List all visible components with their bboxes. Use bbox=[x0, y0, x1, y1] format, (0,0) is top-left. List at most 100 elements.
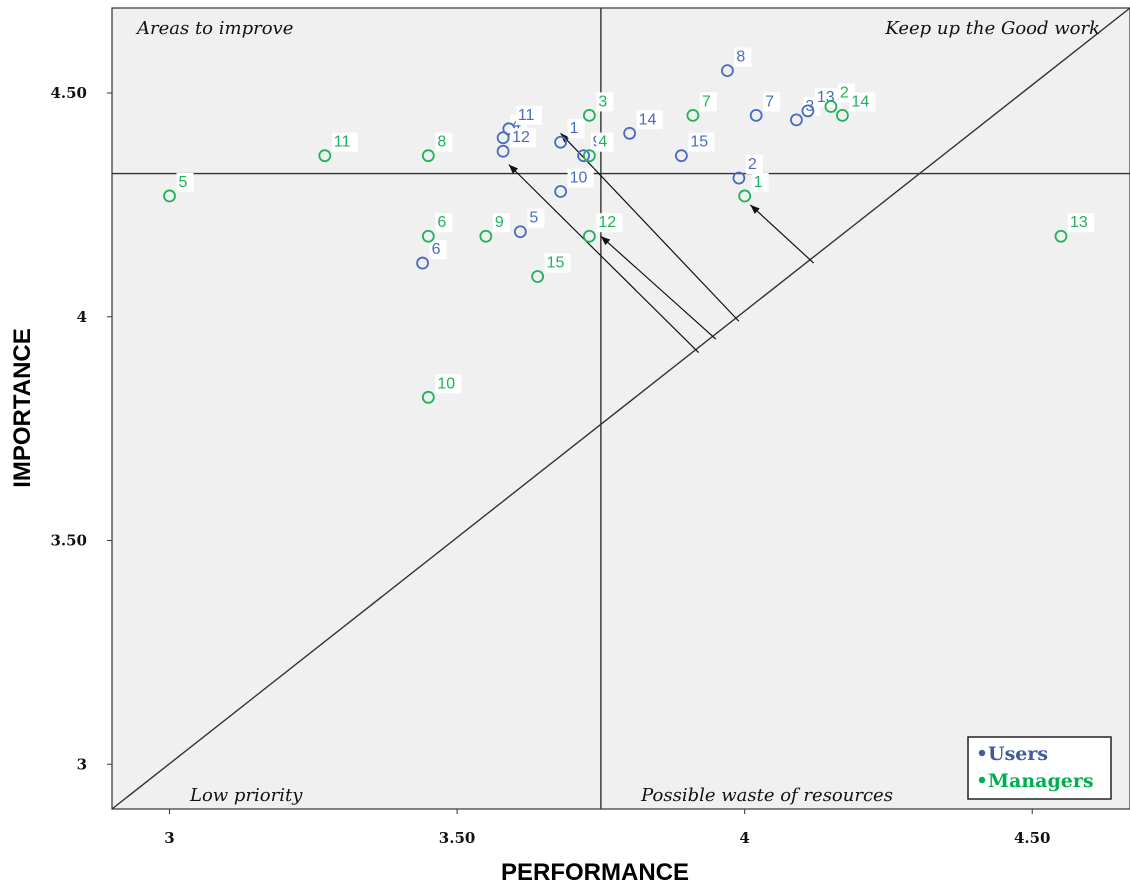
managers-label-bg-7 bbox=[699, 92, 717, 112]
users-point-2 bbox=[732, 171, 746, 185]
managers-point-2 bbox=[824, 100, 838, 113]
users-point-1 bbox=[554, 135, 568, 149]
y-tick-label: 4.50 bbox=[50, 84, 87, 102]
managers-point-9 bbox=[479, 229, 493, 243]
users-label-1: 1 bbox=[570, 120, 579, 137]
users-label-14: 14 bbox=[639, 111, 657, 128]
managers-label-bg-3 bbox=[596, 92, 614, 112]
managers-label-bg-10 bbox=[435, 374, 462, 394]
x-axis-title: PERFORMANCE bbox=[501, 859, 689, 886]
iso-priority-diagonal bbox=[111, 7, 1130, 810]
managers-label-12: 12 bbox=[598, 214, 616, 231]
managers-point-11 bbox=[318, 149, 332, 163]
users-point-10 bbox=[554, 185, 568, 198]
managers-label-bg-9 bbox=[492, 213, 510, 233]
managers-label-bg-1 bbox=[751, 172, 769, 192]
y-tick-label: 4 bbox=[77, 308, 87, 326]
managers-point-7 bbox=[686, 108, 700, 122]
managers-label-6: 6 bbox=[437, 214, 446, 231]
managers-point-13 bbox=[1054, 229, 1068, 243]
managers-label-14: 14 bbox=[851, 93, 869, 110]
managers-label-bg-6 bbox=[435, 213, 453, 233]
managers-point-3 bbox=[582, 108, 596, 122]
users-label-7: 7 bbox=[765, 93, 774, 110]
managers-point-6 bbox=[421, 229, 435, 243]
users-label-bg-6 bbox=[429, 240, 447, 260]
users-point-13 bbox=[801, 104, 815, 118]
users-point-7 bbox=[749, 108, 763, 122]
users-label-bg-14 bbox=[636, 110, 663, 130]
managers-label-13: 13 bbox=[1070, 214, 1088, 231]
managers-point-5 bbox=[163, 189, 176, 203]
managers-label-bg-8 bbox=[435, 132, 453, 152]
managers-label-11: 11 bbox=[334, 134, 351, 151]
y-axis-title: IMPORTANCE bbox=[9, 328, 36, 488]
managers-label-3: 3 bbox=[598, 93, 607, 110]
users-point-5 bbox=[513, 225, 527, 239]
users-label-8: 8 bbox=[736, 49, 745, 66]
managers-point-8 bbox=[421, 149, 435, 163]
users-point-3 bbox=[790, 113, 803, 127]
y-tick-label: 3.50 bbox=[50, 532, 87, 550]
users-point-6 bbox=[416, 256, 429, 270]
users-label-15: 15 bbox=[690, 134, 708, 151]
gap-arrow-line bbox=[560, 132, 740, 322]
x-tick-label: 4.50 bbox=[1014, 829, 1051, 847]
managers-label-bg-13 bbox=[1067, 213, 1094, 233]
managers-label-7: 7 bbox=[702, 93, 711, 110]
x-tick-label: 4 bbox=[739, 829, 749, 847]
users-label-11: 11 bbox=[518, 107, 535, 124]
gap-arrow-head bbox=[508, 164, 519, 174]
gap-arrow-line bbox=[508, 164, 700, 353]
users-label-12: 12 bbox=[512, 129, 530, 146]
managers-point-4 bbox=[582, 149, 596, 163]
y-tick-label: 3 bbox=[77, 755, 87, 773]
quadrant-label: Low priority bbox=[189, 785, 303, 806]
users-point-9 bbox=[577, 149, 591, 163]
managers-point-14 bbox=[836, 108, 849, 122]
managers-label-9: 9 bbox=[495, 214, 504, 231]
quadrant-label: Possible waste of resources bbox=[640, 785, 893, 806]
managers-label-bg-11 bbox=[331, 132, 358, 152]
x-tick-label: 3 bbox=[164, 829, 174, 847]
users-label-2: 2 bbox=[748, 156, 757, 173]
legend-managers-marker bbox=[978, 776, 986, 784]
users-label-bg-11 bbox=[515, 105, 542, 125]
users-label-bg-12 bbox=[510, 128, 537, 148]
managers-label-1: 1 bbox=[754, 174, 763, 191]
users-point-8 bbox=[721, 64, 734, 78]
users-label-5: 5 bbox=[529, 210, 538, 227]
users-label-bg-10 bbox=[567, 168, 594, 188]
gap-arrow-line bbox=[600, 235, 717, 340]
users-label-bg-5 bbox=[527, 208, 545, 228]
managers-point-1 bbox=[738, 189, 752, 203]
users-label-10: 10 bbox=[570, 169, 588, 186]
gap-arrow-head bbox=[600, 236, 611, 246]
legend: Users Managers bbox=[967, 736, 1112, 800]
legend-managers-label: Managers bbox=[988, 770, 1094, 792]
users-label-bg-2 bbox=[745, 155, 763, 175]
managers-label-bg-12 bbox=[596, 213, 623, 233]
managers-label-bg-15 bbox=[544, 253, 571, 273]
legend-users-label: Users bbox=[988, 743, 1048, 765]
managers-label-2: 2 bbox=[840, 84, 849, 101]
managers-label-bg-4 bbox=[596, 132, 614, 152]
managers-label-bg-14 bbox=[849, 92, 876, 112]
managers-label-15: 15 bbox=[547, 254, 565, 271]
managers-label-8: 8 bbox=[437, 134, 446, 151]
quadrant-label: Areas to improve bbox=[135, 18, 293, 39]
gap-arrow-line bbox=[750, 204, 815, 264]
managers-label-bg-5 bbox=[176, 172, 194, 192]
users-label-bg-1 bbox=[567, 119, 585, 139]
users-label-bg-15 bbox=[688, 132, 715, 152]
users-label-bg-7 bbox=[763, 92, 781, 112]
managers-label-4: 4 bbox=[598, 134, 607, 151]
gap-arrow-head bbox=[750, 204, 760, 214]
managers-label-10: 10 bbox=[437, 375, 455, 392]
legend-box bbox=[967, 736, 1112, 800]
managers-point-15 bbox=[531, 270, 545, 283]
users-label-bg-8 bbox=[734, 47, 752, 67]
users-point-15 bbox=[674, 149, 688, 163]
users-point-14 bbox=[623, 126, 637, 140]
